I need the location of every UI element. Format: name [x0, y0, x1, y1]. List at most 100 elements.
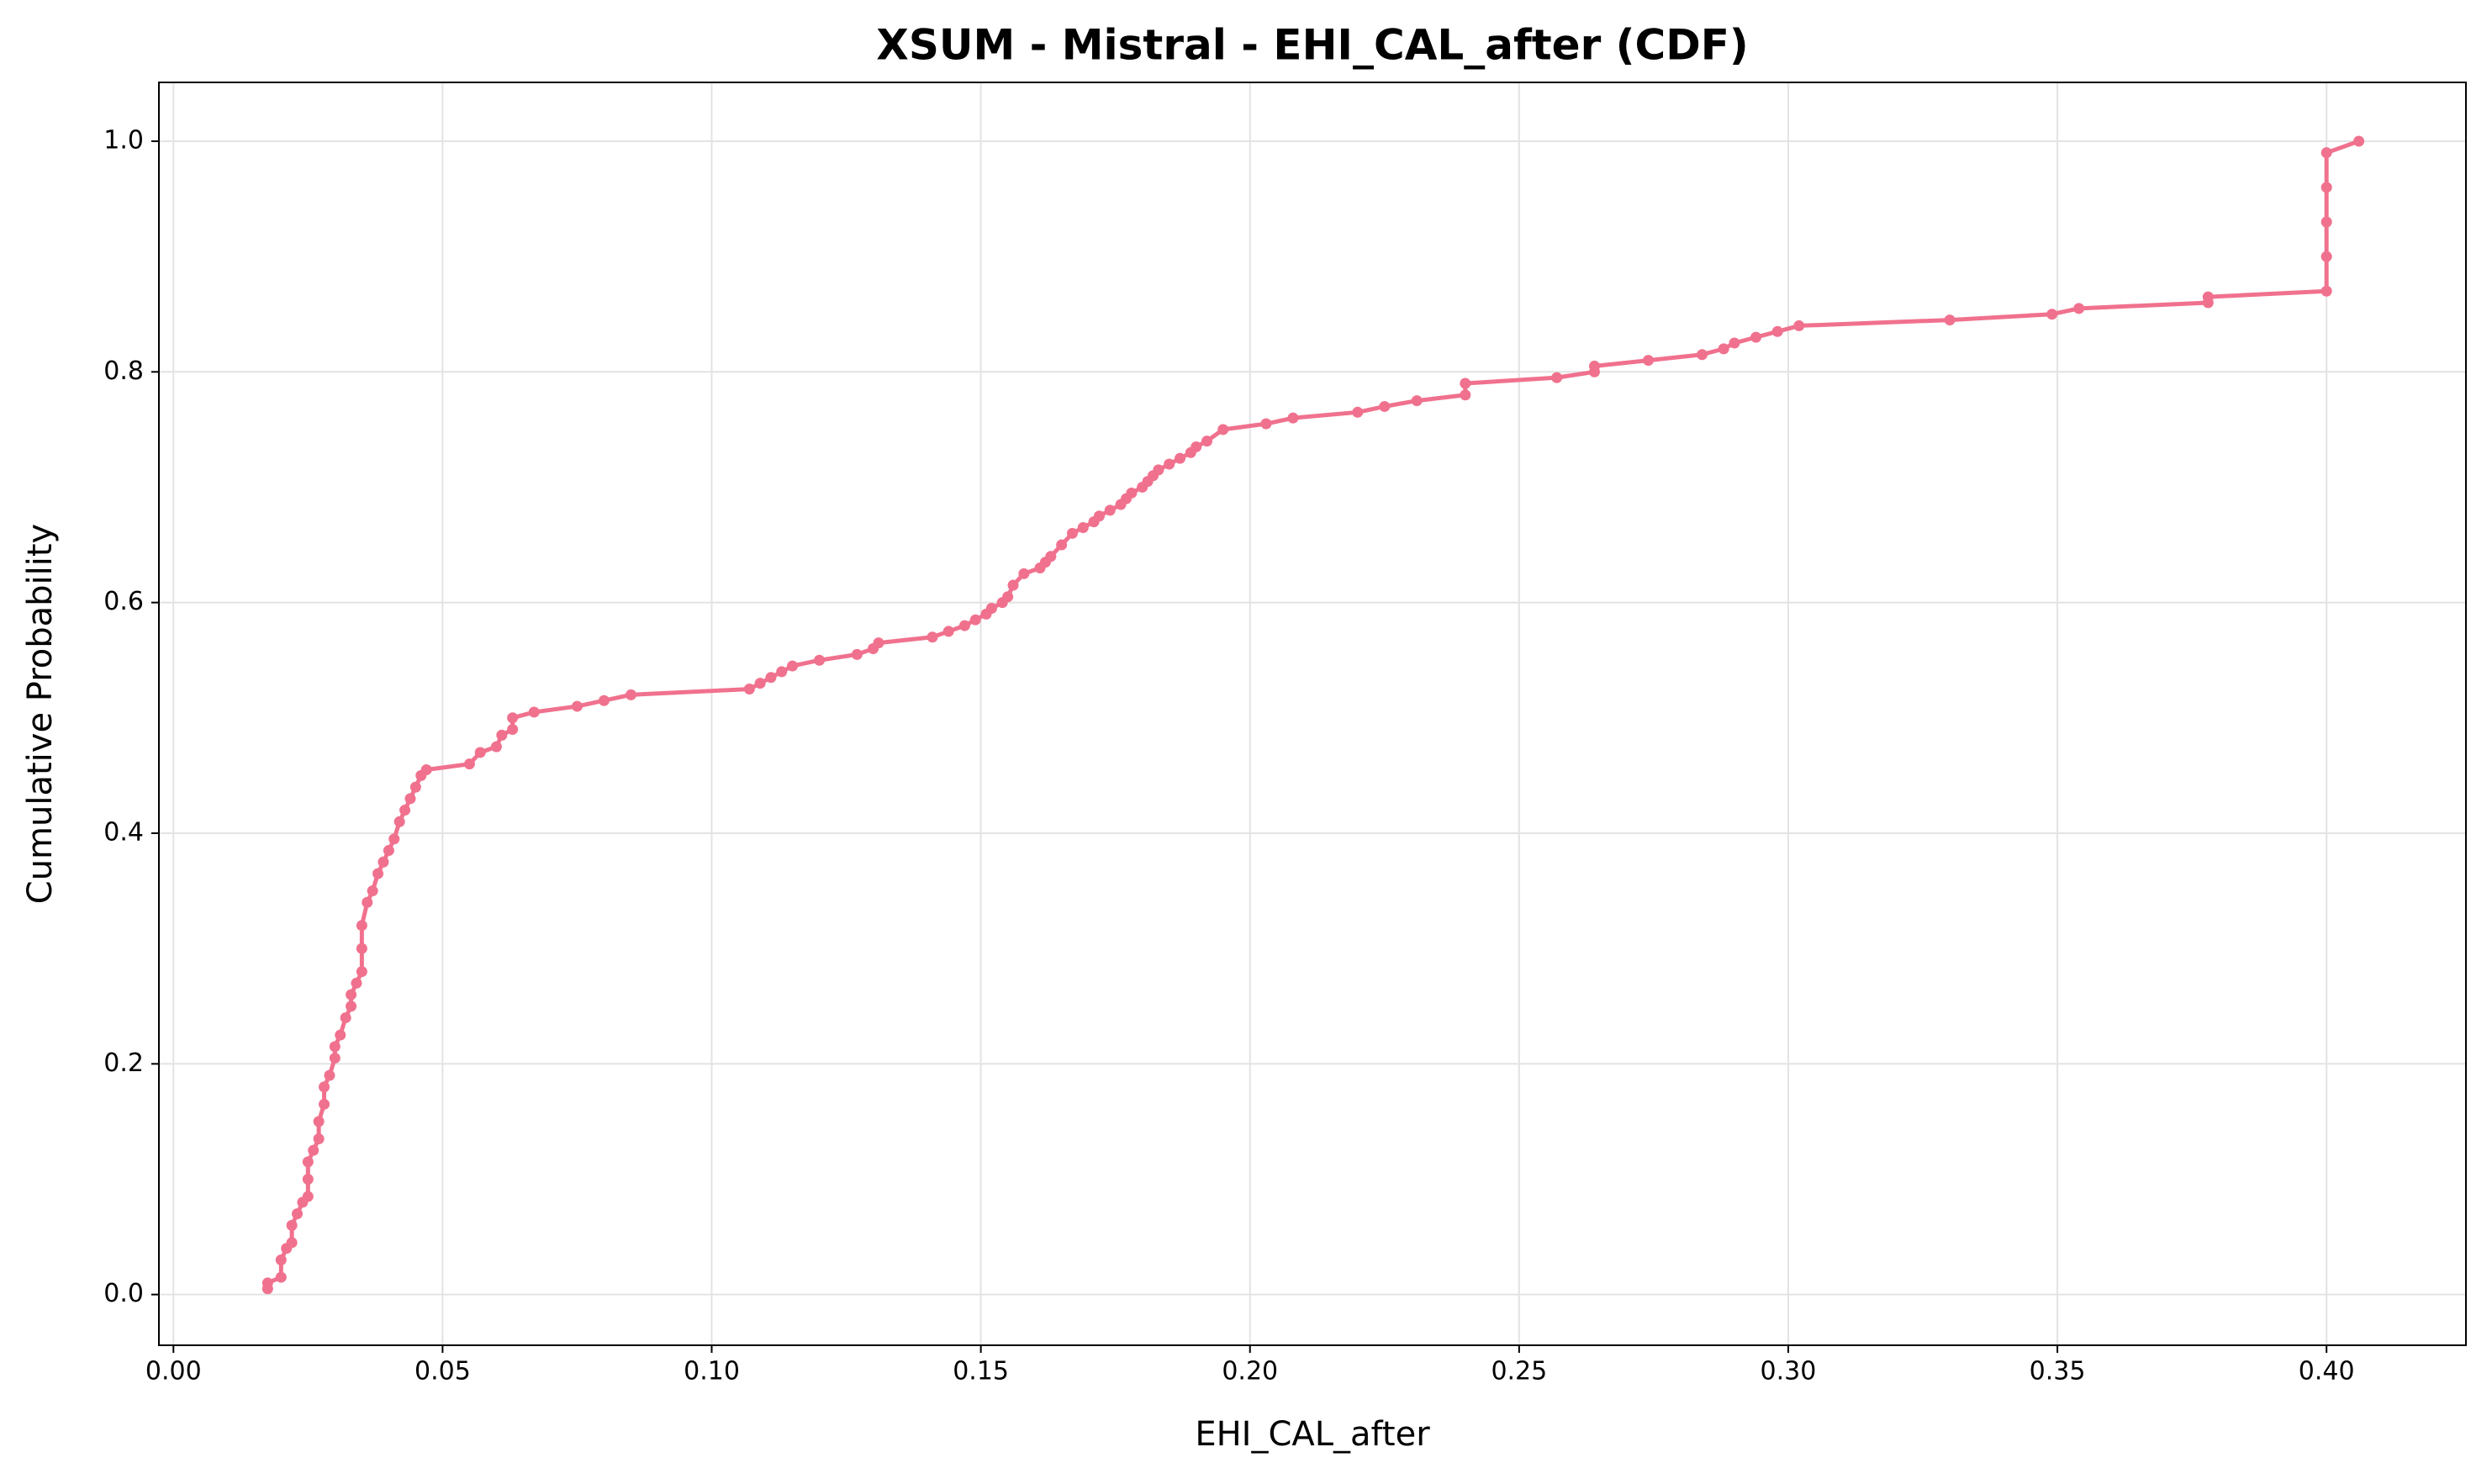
point — [1287, 412, 1299, 424]
point — [1066, 527, 1078, 539]
point — [942, 626, 954, 637]
point — [1697, 349, 1708, 361]
point — [1077, 521, 1089, 533]
x-tick-label: 0.05 — [414, 1357, 471, 1386]
point — [1718, 343, 1729, 355]
point — [388, 833, 400, 845]
point — [1944, 314, 1956, 326]
point — [1191, 441, 1202, 452]
point — [754, 678, 766, 689]
point — [1642, 355, 1654, 367]
point — [1750, 331, 1762, 343]
point — [490, 741, 502, 753]
point — [367, 885, 378, 897]
point — [346, 989, 357, 1001]
point — [1164, 458, 1175, 470]
point — [329, 1052, 341, 1064]
point — [319, 1098, 330, 1110]
x-tick-label: 0.00 — [145, 1357, 202, 1386]
point — [399, 805, 411, 816]
point — [1411, 395, 1423, 407]
point — [496, 729, 508, 741]
point — [286, 1237, 298, 1249]
point — [2320, 285, 2332, 297]
point — [356, 966, 367, 978]
point — [2202, 291, 2214, 303]
point — [873, 637, 884, 649]
point — [1056, 539, 1068, 551]
y-tick-label: 0.6 — [103, 587, 144, 616]
point — [393, 816, 405, 827]
point — [851, 648, 863, 660]
x-tick-label: 0.40 — [2299, 1357, 2355, 1386]
point — [958, 620, 970, 631]
point — [1260, 418, 1272, 430]
point — [2046, 309, 2058, 320]
point — [1175, 452, 1186, 464]
point — [409, 781, 421, 793]
chart-title: XSUM - Mistral - EHI_CAL_after (CDF) — [876, 21, 1748, 70]
point — [302, 1191, 314, 1202]
point — [2073, 303, 2085, 314]
point — [420, 764, 432, 776]
point — [1018, 568, 1030, 579]
point — [261, 1277, 273, 1289]
point — [319, 1081, 330, 1093]
point — [356, 943, 367, 954]
y-tick-label: 0.2 — [103, 1048, 144, 1078]
point — [1771, 325, 1783, 337]
point — [814, 654, 826, 666]
x-tick-label: 0.35 — [2030, 1357, 2086, 1386]
point — [625, 689, 636, 700]
point — [2320, 251, 2332, 262]
point — [1007, 579, 1019, 591]
point — [313, 1133, 325, 1144]
point — [377, 856, 389, 868]
point — [335, 1029, 346, 1041]
point — [351, 977, 362, 989]
point — [1126, 487, 1138, 499]
point — [1002, 591, 1014, 603]
point — [1201, 436, 1213, 447]
point — [1153, 464, 1164, 476]
point — [1460, 378, 1471, 389]
point — [787, 660, 799, 672]
point — [292, 1208, 304, 1220]
point — [776, 666, 788, 678]
point — [474, 747, 486, 758]
point — [2320, 182, 2332, 193]
point — [324, 1069, 335, 1081]
y-tick-label: 0.8 — [103, 356, 144, 386]
point — [2320, 216, 2332, 228]
x-tick-label: 0.30 — [1761, 1357, 1817, 1386]
y-axis-label: Cumulative Probability — [21, 524, 60, 904]
point — [372, 868, 384, 879]
point — [1793, 320, 1805, 331]
point — [1217, 424, 1229, 436]
point — [1588, 360, 1600, 372]
plot-frame — [158, 82, 2467, 1346]
point — [743, 684, 755, 695]
point — [275, 1271, 287, 1283]
point — [1379, 400, 1391, 412]
point — [765, 672, 777, 684]
point — [1045, 551, 1057, 562]
point — [362, 896, 373, 908]
point — [302, 1173, 314, 1185]
point — [356, 920, 367, 932]
point — [308, 1144, 319, 1156]
point — [571, 700, 583, 712]
point — [969, 614, 981, 626]
point — [927, 631, 938, 643]
y-tick-label: 0.4 — [103, 817, 144, 847]
point — [1104, 504, 1116, 516]
point — [383, 845, 394, 857]
cdf-line — [265, 139, 2360, 1289]
y-tick-label: 1.0 — [103, 125, 144, 155]
point — [286, 1219, 298, 1231]
point — [302, 1156, 314, 1168]
point — [2353, 135, 2365, 147]
point — [313, 1116, 325, 1128]
point — [1093, 510, 1105, 522]
